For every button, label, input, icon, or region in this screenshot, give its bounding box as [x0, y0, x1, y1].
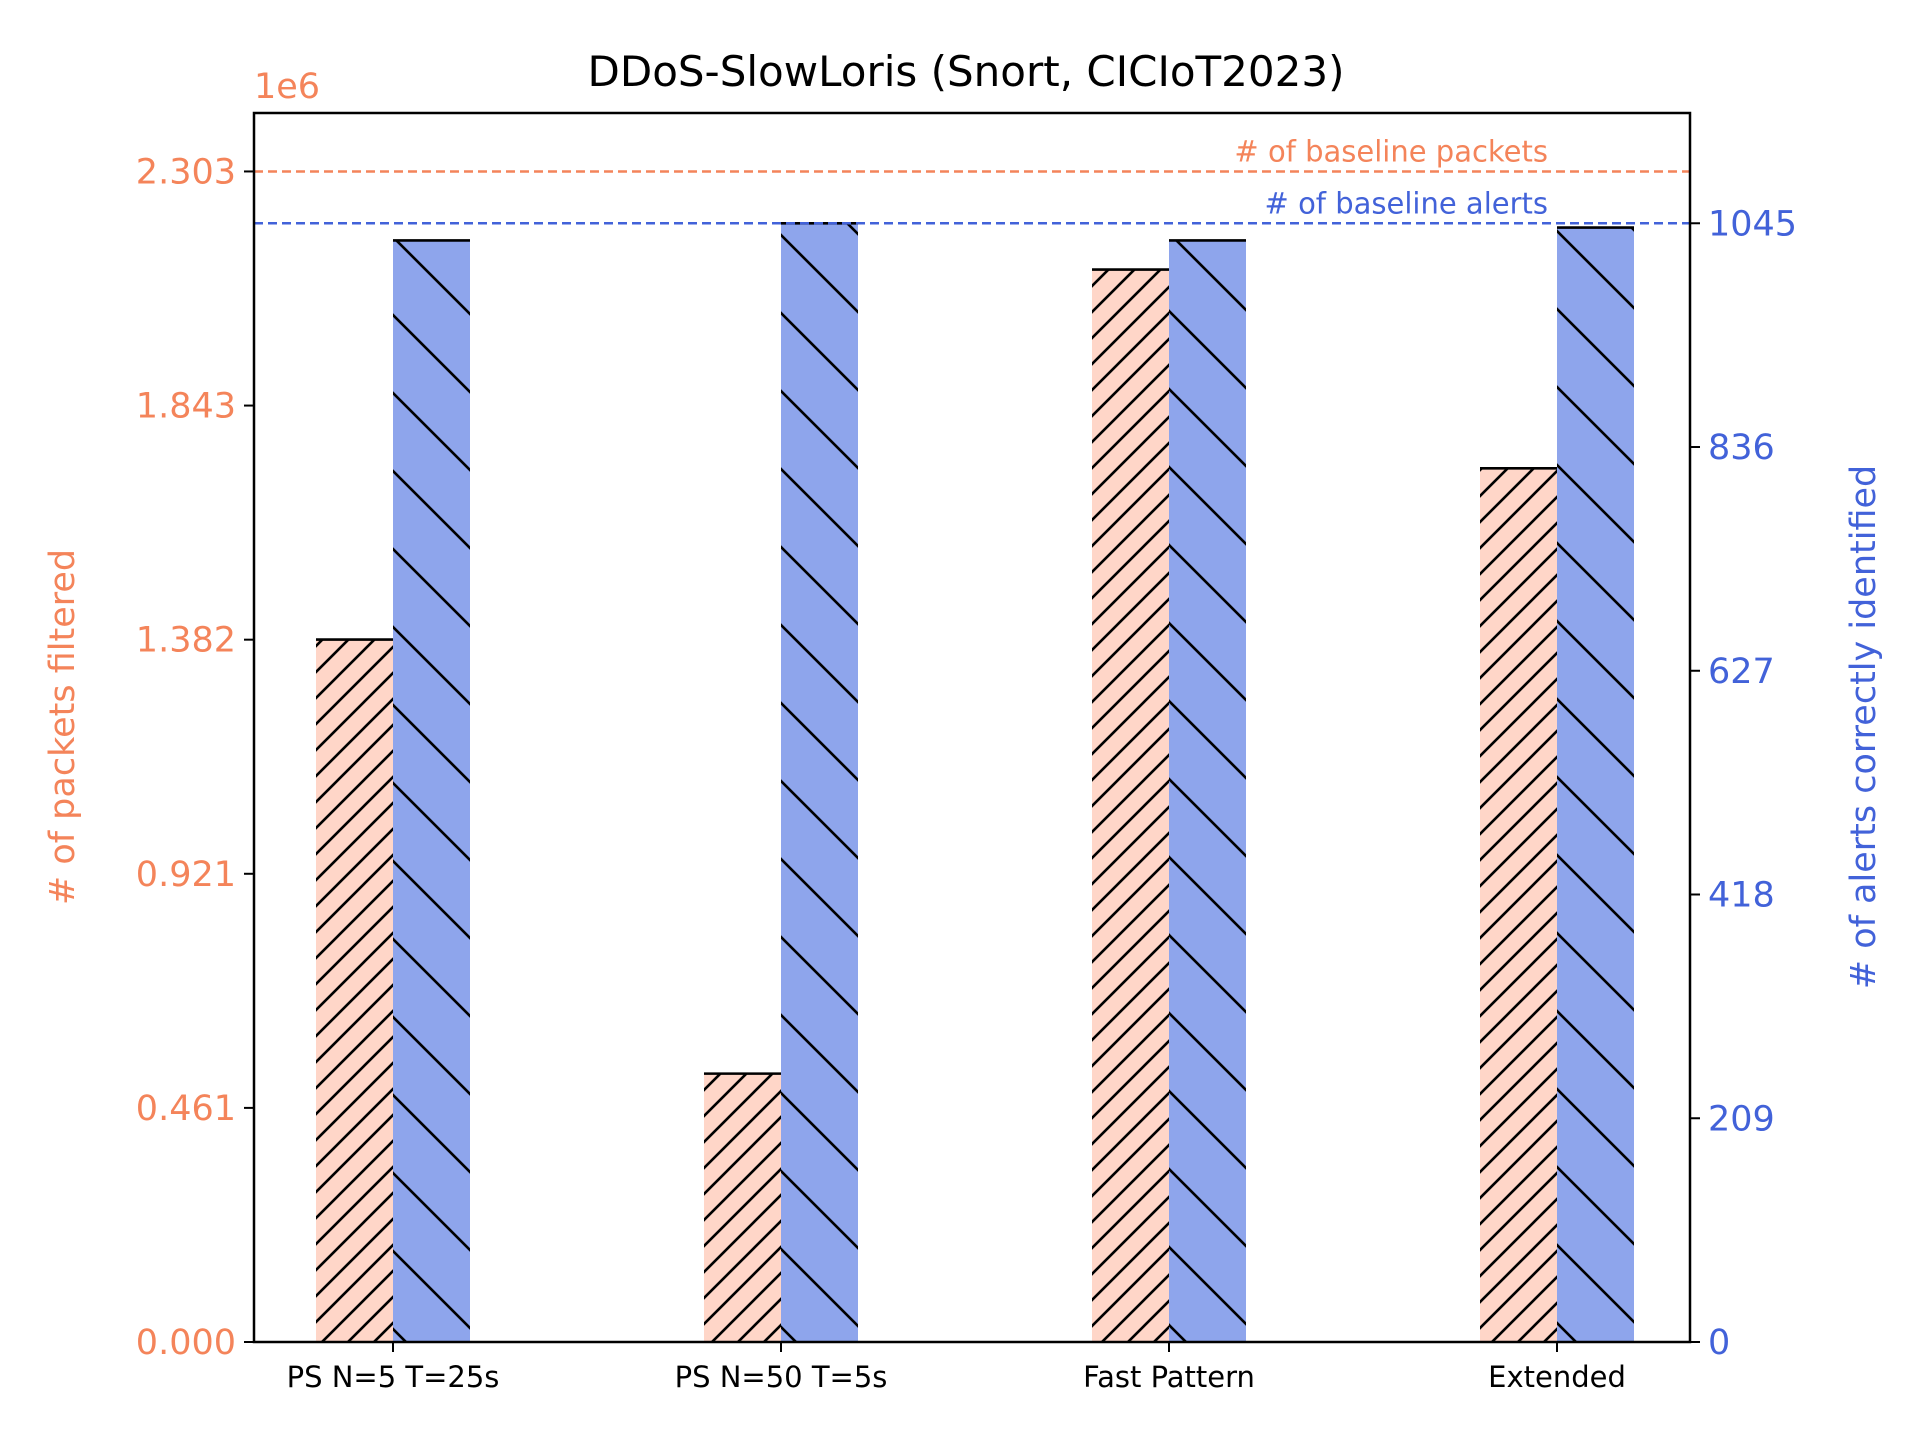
- bar-packets: [316, 638, 393, 1342]
- bar-packets: [1092, 268, 1169, 1342]
- x-tick-label: PS N=5 T=25s: [287, 1360, 500, 1394]
- reference-lines: # of baseline packets # of baseline alert…: [254, 134, 1690, 225]
- right-tick-label: 836: [1708, 428, 1775, 468]
- bar-alerts: [1169, 239, 1246, 1342]
- bars-group: [316, 221, 1634, 1343]
- right-tick-label: 1045: [1708, 204, 1797, 244]
- left-tick-label: 1.382: [136, 621, 236, 661]
- left-axis: 0.000 0.461 0.921 1.382 1.843 2.303: [136, 152, 254, 1363]
- left-tick-label: 1.843: [136, 387, 236, 427]
- left-tick-label: 0.000: [136, 1323, 236, 1363]
- right-axis: 0 209 418 627 836 1045: [1690, 204, 1797, 1363]
- x-tick-label: Fast Pattern: [1083, 1360, 1255, 1394]
- right-tick-label: 0: [1708, 1323, 1730, 1363]
- bar-alerts: [393, 239, 470, 1342]
- plot-frame: [252, 111, 1692, 1344]
- right-tick-label: 209: [1708, 1099, 1775, 1139]
- x-axis: PS N=5 T=25s PS N=50 T=5s Fast Pattern Exte…: [287, 1342, 1626, 1394]
- bar-packets: [704, 1072, 781, 1342]
- left-axis-multiplier: 1e6: [254, 67, 320, 107]
- left-tick-label: 0.921: [136, 855, 236, 895]
- left-axis-label: # of packets filtered: [43, 549, 83, 905]
- x-tick-label: PS N=50 T=5s: [675, 1360, 888, 1394]
- reference-line-label: # of baseline alerts: [1265, 186, 1548, 220]
- left-tick-label: 2.303: [136, 152, 236, 192]
- right-axis-label: # of alerts correctly identified: [1844, 465, 1884, 990]
- bar-alerts: [1557, 226, 1634, 1342]
- left-tick-label: 0.461: [136, 1089, 236, 1129]
- x-tick-label: Extended: [1488, 1360, 1626, 1394]
- bar-alerts: [781, 221, 858, 1342]
- bar-packets: [1480, 466, 1557, 1343]
- reference-line-label: # of baseline packets: [1234, 134, 1548, 168]
- right-tick-label: 627: [1708, 652, 1775, 692]
- right-tick-label: 418: [1708, 876, 1775, 916]
- chart-title: DDoS-SlowLoris (Snort, CICIoT2023): [588, 47, 1345, 96]
